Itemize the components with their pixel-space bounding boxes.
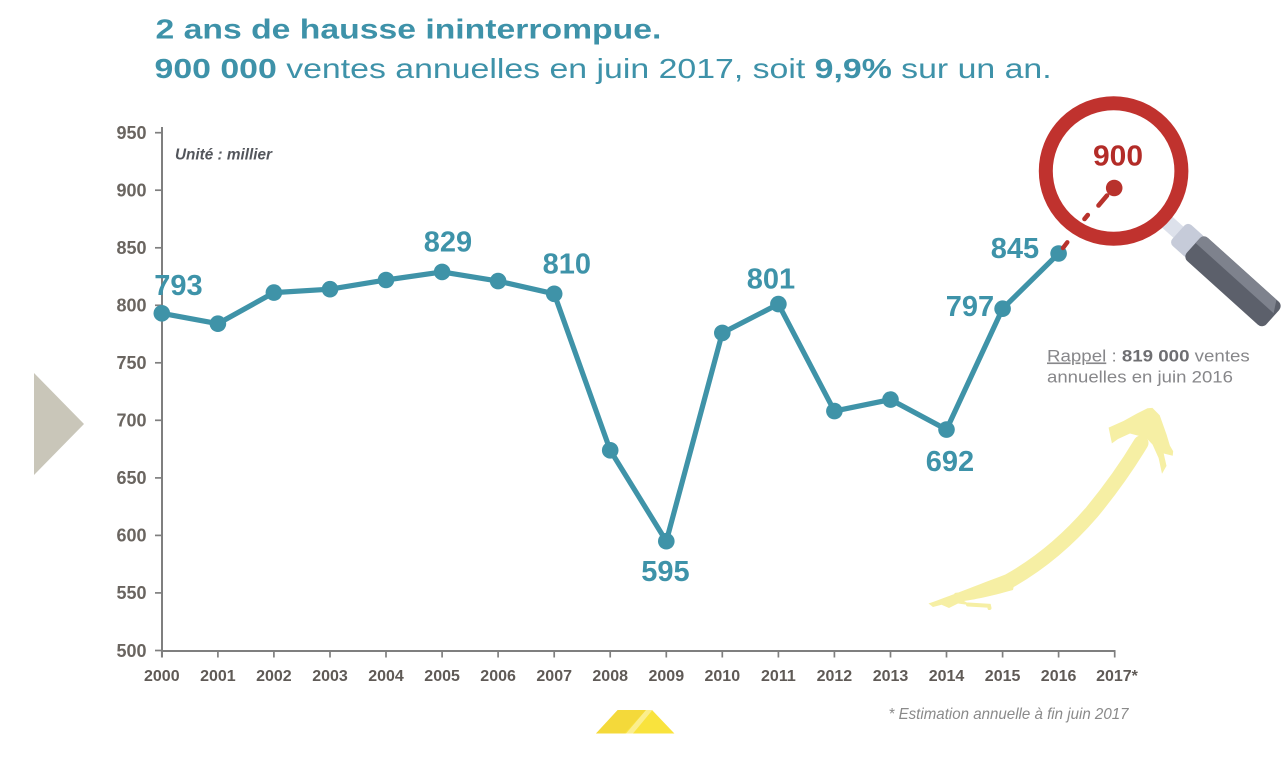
svg-text:2004: 2004 (368, 668, 404, 685)
svg-text:800: 800 (116, 296, 146, 316)
svg-text:2005: 2005 (424, 668, 460, 685)
svg-text:550: 550 (116, 583, 146, 603)
svg-text:850: 850 (116, 238, 146, 258)
svg-text:2016: 2016 (1041, 668, 1077, 685)
svg-text:2003: 2003 (312, 668, 348, 685)
svg-text:950: 950 (116, 123, 146, 143)
svg-text:595: 595 (641, 556, 689, 588)
svg-text:2 ans de hausse ininterrompue.: 2 ans de hausse ininterrompue. (156, 13, 662, 45)
svg-text:750: 750 (116, 353, 146, 373)
svg-text:2008: 2008 (592, 668, 628, 685)
svg-text:2015: 2015 (985, 668, 1021, 685)
svg-text:2010: 2010 (705, 668, 741, 685)
svg-text:900 000 ventes annuelles en ju: 900 000 ventes annuelles en juin 2017, s… (155, 53, 1052, 85)
svg-text:2002: 2002 (256, 668, 292, 685)
svg-text:2000: 2000 (144, 668, 180, 685)
svg-text:900: 900 (1093, 141, 1143, 173)
svg-text:Rappel : 819 000 ventes: Rappel : 819 000 ventes (1047, 347, 1250, 366)
svg-text:650: 650 (116, 468, 146, 488)
svg-text:Unité : millier: Unité : millier (175, 147, 273, 164)
svg-text:2006: 2006 (480, 668, 516, 685)
svg-text:2014: 2014 (929, 668, 965, 685)
svg-text:2012: 2012 (817, 668, 853, 685)
svg-text:annuelles en juin 2016: annuelles en juin 2016 (1047, 367, 1233, 386)
svg-text:801: 801 (747, 264, 795, 296)
svg-text:2001: 2001 (200, 668, 236, 685)
svg-text:692: 692 (926, 446, 974, 478)
svg-text:2017*: 2017* (1096, 668, 1139, 685)
svg-text:2007: 2007 (536, 668, 572, 685)
svg-text:810: 810 (543, 249, 591, 281)
svg-text:900: 900 (116, 181, 146, 201)
svg-text:793: 793 (154, 270, 202, 302)
svg-text:2009: 2009 (649, 668, 685, 685)
svg-text:* Estimation annuelle à fin ju: * Estimation annuelle à fin juin 2017 (889, 706, 1130, 723)
svg-text:2011: 2011 (761, 668, 796, 685)
svg-text:600: 600 (116, 526, 146, 546)
svg-text:2013: 2013 (873, 668, 909, 685)
svg-text:845: 845 (991, 233, 1039, 265)
svg-text:500: 500 (116, 641, 146, 661)
svg-text:700: 700 (116, 411, 146, 431)
svg-text:829: 829 (424, 227, 472, 259)
svg-text:797: 797 (946, 291, 994, 323)
